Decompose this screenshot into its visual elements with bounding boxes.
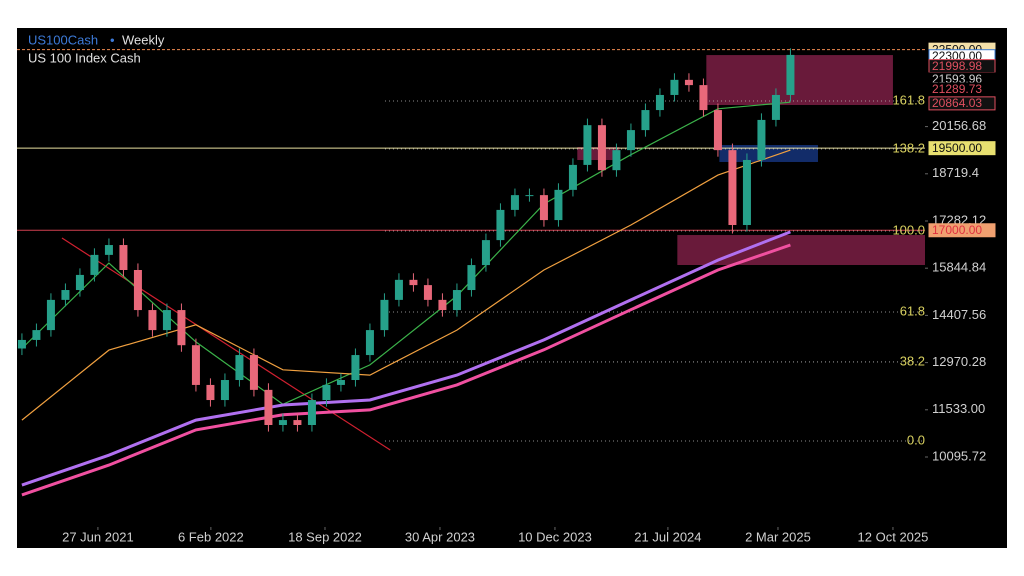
candle-body xyxy=(684,79,693,86)
candle-body xyxy=(177,310,186,346)
fib-label: 138.2 xyxy=(892,140,925,155)
trendline xyxy=(61,237,391,451)
candle-body xyxy=(17,339,26,349)
x-tick-label: 30 Apr 2023 xyxy=(405,529,475,544)
candle-body xyxy=(365,330,374,356)
price-label: 21998.98 xyxy=(932,59,982,73)
candle-body xyxy=(713,110,722,151)
candle-body xyxy=(380,299,389,331)
candle-body xyxy=(322,384,331,401)
candle-body xyxy=(162,310,171,331)
price-label-box xyxy=(928,223,996,238)
x-tick-label: 2 Mar 2025 xyxy=(745,529,811,544)
x-tick-label: 10 Dec 2023 xyxy=(518,529,592,544)
y-tick-label: 20156.68 xyxy=(932,118,986,133)
candle-body xyxy=(133,269,142,311)
price-label-box xyxy=(928,141,996,156)
fib-label: 61.8 xyxy=(900,303,925,318)
y-tick-label: 12970.28 xyxy=(932,354,986,369)
price-label-box xyxy=(928,82,996,97)
candle-body xyxy=(336,380,345,385)
price-label: 17000.00 xyxy=(932,223,982,237)
price-label-box xyxy=(928,96,996,111)
candle-body xyxy=(75,274,84,291)
x-tick-label: 21 Jul 2024 xyxy=(634,529,701,544)
candle-body xyxy=(510,195,519,210)
candle-body xyxy=(191,345,200,385)
price-label: 20864.03 xyxy=(932,96,982,110)
y-tick-label: 10095.72 xyxy=(932,448,986,463)
x-tick-label: 18 Sep 2022 xyxy=(288,529,362,544)
x-tick-label: 27 Jun 2021 xyxy=(62,529,134,544)
candle-body xyxy=(90,254,99,275)
candle-body xyxy=(119,245,128,270)
fib-label: 38.2 xyxy=(900,353,925,368)
candle-body xyxy=(481,240,490,266)
candle-body xyxy=(742,159,751,226)
moving-average xyxy=(21,230,791,487)
candle-body xyxy=(568,164,577,190)
candle-body xyxy=(699,85,708,111)
candle-body xyxy=(61,290,70,300)
y-tick-label: 11533.00 xyxy=(932,401,985,416)
symbol: US100Cash xyxy=(28,32,98,47)
timeframe: Weekly xyxy=(122,32,165,47)
candle-body xyxy=(554,189,563,221)
y-tick-label: 14407.56 xyxy=(932,307,986,322)
x-tick-label: 12 Oct 2025 xyxy=(858,529,929,544)
candle-body xyxy=(525,195,534,197)
candle-body xyxy=(32,330,41,340)
candle-body xyxy=(220,380,229,401)
candle-body xyxy=(583,125,592,165)
moving-average xyxy=(21,101,791,405)
candle-body xyxy=(670,79,679,95)
moving-average xyxy=(21,243,791,497)
candle-body xyxy=(409,279,418,286)
candle-body xyxy=(786,54,795,95)
plot-area: 161.8 138.2 100.0 61.8 38.2 0.0 20156.68 18719.… xyxy=(17,42,996,544)
candle-body xyxy=(293,420,302,425)
separator: • xyxy=(110,32,115,47)
candle-body xyxy=(46,299,55,331)
fib-label: 100.0 xyxy=(892,222,925,237)
subtitle: US 100 Index Cash xyxy=(28,50,141,65)
candle-body xyxy=(235,355,244,381)
candle-body xyxy=(641,110,650,131)
zone xyxy=(706,55,893,106)
candle-body xyxy=(728,150,737,226)
candle-body xyxy=(496,209,505,241)
candle-body xyxy=(249,355,258,390)
candle-body xyxy=(597,125,606,171)
candle-body xyxy=(278,420,287,425)
fib-label: 0.0 xyxy=(907,432,925,447)
candle-body xyxy=(104,245,113,255)
candle-body xyxy=(148,310,157,331)
price-label: 19500.00 xyxy=(932,141,982,155)
candle-body xyxy=(612,150,621,171)
candle-body xyxy=(423,285,432,300)
y-tick-label: 18719.4 xyxy=(932,165,979,180)
candle-body xyxy=(655,94,664,111)
candle-body xyxy=(467,265,476,291)
price-label: 21289.73 xyxy=(932,82,982,96)
candle-body xyxy=(307,400,316,425)
candle-body xyxy=(394,279,403,300)
candle-body xyxy=(438,299,447,311)
candle-body xyxy=(452,290,461,311)
candle-body xyxy=(206,384,215,401)
candle-body xyxy=(757,119,766,160)
candle-body xyxy=(771,94,780,120)
x-tick-label: 6 Feb 2022 xyxy=(178,529,244,544)
moving-average xyxy=(21,149,791,421)
candle-body xyxy=(626,130,635,151)
candle-body xyxy=(351,355,360,381)
chart-background xyxy=(17,28,1007,548)
candle-body xyxy=(264,389,273,425)
candle-body xyxy=(539,195,548,221)
y-tick-label: 15844.84 xyxy=(932,260,986,275)
fib-label: 161.8 xyxy=(892,92,925,107)
